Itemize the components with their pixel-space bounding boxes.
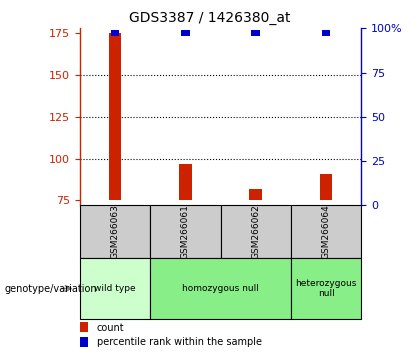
Text: homozygous null: homozygous null [182, 284, 259, 293]
Bar [320, 173, 332, 200]
Text: GSM266061: GSM266061 [181, 204, 190, 259]
Text: heterozygous
null: heterozygous null [295, 279, 357, 298]
FancyBboxPatch shape [80, 205, 150, 258]
FancyBboxPatch shape [291, 258, 361, 319]
FancyBboxPatch shape [80, 258, 150, 319]
Bar [252, 30, 260, 36]
Bar [181, 30, 189, 36]
Bar [249, 189, 262, 200]
FancyBboxPatch shape [150, 205, 220, 258]
Bar [111, 30, 119, 36]
Text: GSM266064: GSM266064 [322, 205, 331, 259]
FancyBboxPatch shape [150, 258, 291, 319]
Bar [80, 337, 88, 347]
Bar [80, 322, 88, 332]
Bar [179, 164, 192, 200]
Text: wild type: wild type [94, 284, 136, 293]
FancyBboxPatch shape [291, 205, 361, 258]
Text: GSM266063: GSM266063 [110, 204, 119, 259]
Text: GSM266062: GSM266062 [251, 205, 260, 259]
Text: GDS3387 / 1426380_at: GDS3387 / 1426380_at [129, 11, 291, 25]
Text: percentile rank within the sample: percentile rank within the sample [97, 337, 262, 347]
Bar [109, 33, 121, 200]
Text: genotype/variation: genotype/variation [4, 284, 97, 293]
Text: count: count [97, 322, 124, 332]
Bar [322, 30, 330, 36]
FancyBboxPatch shape [220, 205, 291, 258]
